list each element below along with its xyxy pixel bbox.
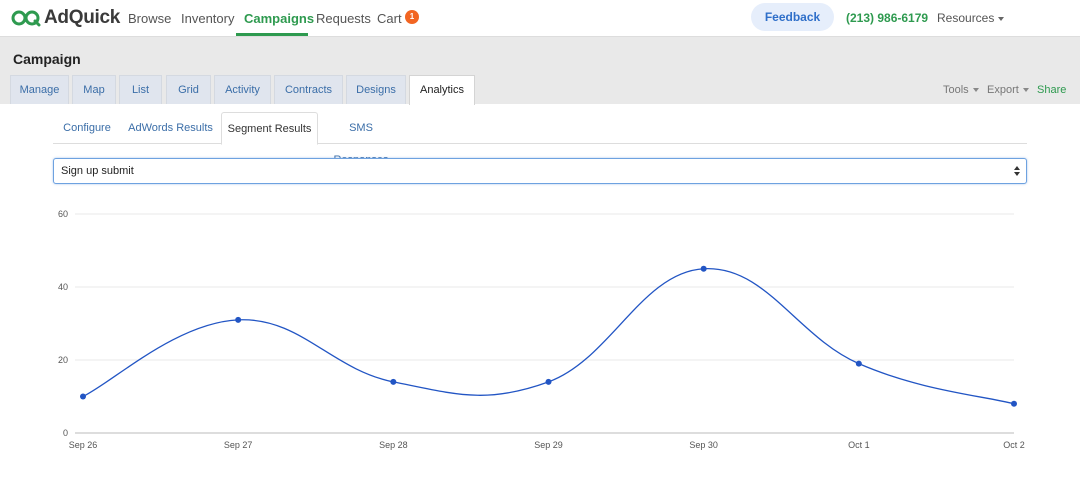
tab-analytics[interactable]: Analytics [409, 75, 475, 105]
resources-dropdown[interactable]: Resources [937, 11, 1005, 25]
top-navbar: AdQuick Browse Inventory Campaigns Reque… [0, 0, 1080, 37]
campaign-header: Campaign Manage Map List Grid Activity C… [0, 37, 1080, 105]
tools-label: Tools [943, 84, 969, 96]
tab-designs[interactable]: Designs [346, 75, 406, 104]
segment-results-chart: 0 20 40 60 Sep 26 Sep 27 Sep 28 Sep 29 Sep 30 Oct… [58, 209, 1025, 450]
resources-label: Resources [937, 11, 995, 25]
nav-browse[interactable]: Browse [128, 11, 172, 26]
phone-number[interactable]: (213) 986-6179 [846, 11, 929, 25]
x-tick-label: Sep 30 [689, 440, 718, 450]
y-tick-label: 40 [58, 282, 68, 292]
caret-down-icon [998, 16, 1005, 21]
subtab-configure[interactable]: Configure [63, 122, 111, 134]
analytics-subtabs: Configure AdWords Results Segment Result… [53, 112, 1027, 166]
tab-map[interactable]: Map [72, 75, 116, 104]
tools-dropdown[interactable]: Tools [943, 84, 979, 96]
tab-grid[interactable]: Grid [166, 75, 211, 104]
tab-list[interactable]: List [119, 75, 162, 104]
brand-logo[interactable]: AdQuick [11, 7, 121, 28]
subtab-adwords-results[interactable]: AdWords Results [128, 122, 213, 134]
y-tick-label: 0 [63, 428, 68, 438]
brand-name: AdQuick [44, 7, 121, 28]
subtab-sms-responses[interactable]: SMS Responses [333, 122, 388, 166]
data-point [80, 393, 86, 400]
nav-active-indicator [236, 33, 308, 36]
x-tick-label: Sep 29 [534, 440, 563, 450]
subtab-segment-results[interactable]: Segment Results [221, 112, 318, 145]
export-label: Export [987, 84, 1019, 96]
nav-requests[interactable]: Requests [316, 11, 371, 26]
caret-down-icon [1022, 88, 1029, 93]
share-link[interactable]: Share [1037, 84, 1067, 96]
x-tick-label: Sep 26 [69, 440, 98, 450]
y-tick-label: 60 [58, 209, 68, 219]
data-point [855, 360, 862, 367]
data-point [390, 378, 397, 385]
tab-contracts[interactable]: Contracts [274, 75, 343, 104]
data-point [1011, 400, 1017, 407]
tab-manage[interactable]: Manage [10, 75, 69, 104]
segment-select-value: Sign up submit [61, 165, 134, 177]
y-tick-label: 20 [58, 355, 68, 365]
segment-select[interactable]: Sign up submit [53, 158, 1027, 184]
caret-down-icon [972, 88, 979, 93]
page-title: Campaign [13, 51, 81, 67]
adquick-logo-icon [11, 10, 41, 27]
cart-count-badge: 1 [405, 10, 419, 24]
feedback-button[interactable]: Feedback [751, 3, 834, 31]
nav-campaigns[interactable]: Campaigns [244, 11, 315, 26]
data-point [235, 316, 242, 323]
select-arrows-icon [1014, 166, 1020, 176]
export-dropdown[interactable]: Export [987, 84, 1029, 96]
data-point [700, 265, 707, 272]
x-tick-label: Sep 27 [224, 440, 253, 450]
x-tick-label: Oct 1 [848, 440, 870, 450]
x-tick-label: Oct 2 [1003, 440, 1025, 450]
data-point [545, 378, 552, 385]
x-tick-label: Sep 28 [379, 440, 408, 450]
tab-activity[interactable]: Activity [214, 75, 271, 104]
nav-inventory[interactable]: Inventory [181, 11, 235, 26]
nav-cart[interactable]: Cart [377, 11, 402, 26]
